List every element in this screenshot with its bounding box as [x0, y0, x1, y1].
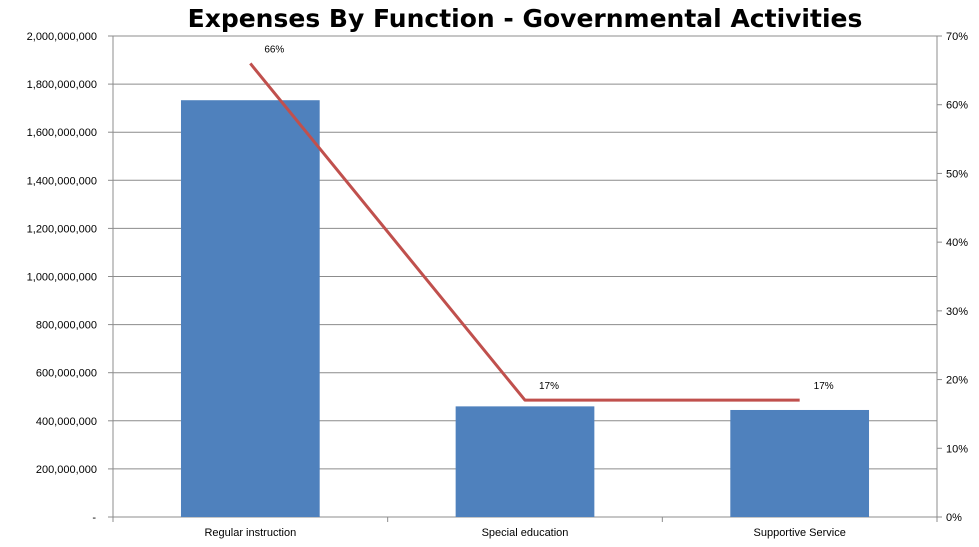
bar	[730, 409, 870, 517]
bar	[180, 100, 320, 517]
y2-tick-label: 70%	[946, 31, 968, 43]
x-category-label: Special education	[482, 527, 569, 539]
y-tick-label: 400,000,000	[36, 416, 97, 428]
data-label: 66%	[264, 44, 284, 55]
y-tick-label: 1,000,000,000	[27, 272, 97, 284]
data-label: 17%	[539, 381, 559, 392]
y2-tick-label: 0%	[946, 512, 962, 524]
y-tick-label: 1,400,000,000	[27, 175, 97, 187]
y2-tick-label: 50%	[946, 168, 968, 180]
data-label: 17%	[814, 381, 834, 392]
line-series	[249, 62, 800, 402]
y2-tick-label: 40%	[946, 237, 968, 249]
chart-title: Expenses By Function - Governmental Acti…	[187, 4, 863, 33]
bar	[455, 406, 595, 517]
y-tick-label: 1,200,000,000	[27, 223, 97, 235]
y-tick-label: 600,000,000	[36, 368, 97, 380]
x-category-label: Supportive Service	[754, 527, 846, 539]
y-tick-label: 1,800,000,000	[27, 79, 97, 91]
y2-tick-label: 60%	[946, 100, 968, 112]
y-tick-label: 1,600,000,000	[27, 127, 97, 139]
y2-tick-label: 30%	[946, 306, 968, 318]
y-tick-label: 200,000,000	[36, 464, 97, 476]
y2-tick-label: 10%	[946, 443, 968, 455]
y-tick-label: 800,000,000	[36, 320, 97, 332]
y-tick-label: 2,000,000,000	[27, 31, 97, 43]
y2-tick-label: 20%	[946, 375, 968, 387]
x-category-label: Regular instruction	[204, 527, 296, 539]
y-tick-label: -	[92, 512, 96, 524]
